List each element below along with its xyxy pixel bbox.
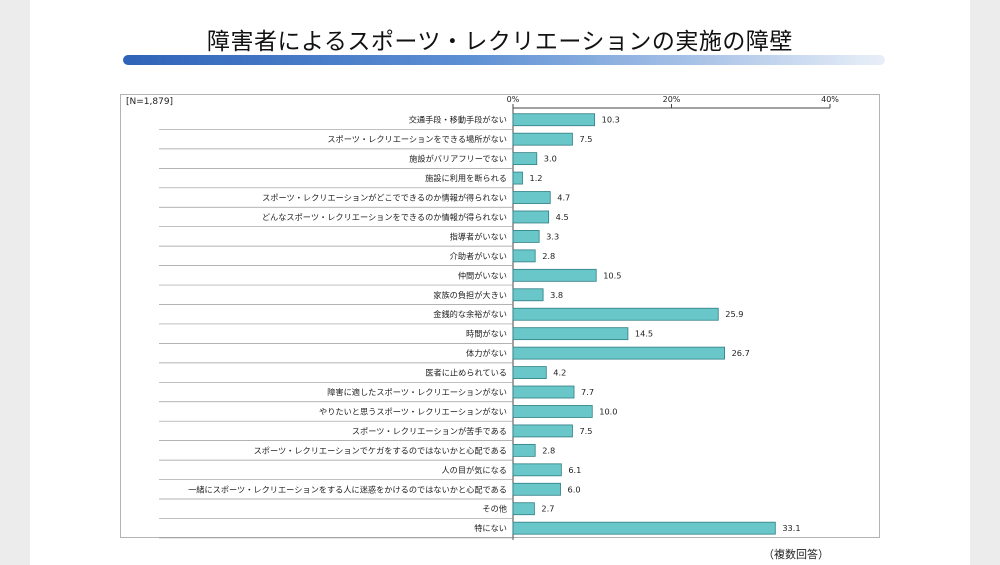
bar bbox=[512, 482, 561, 496]
value-label: 10.5 bbox=[603, 270, 621, 280]
value-label: 2.8 bbox=[542, 251, 555, 261]
x-tick-label: 0% bbox=[507, 95, 520, 104]
bar bbox=[512, 191, 551, 204]
category-label: スポーツ・レクリエーションが苦手である bbox=[352, 426, 507, 436]
bar bbox=[512, 210, 550, 224]
value-label: 26.7 bbox=[732, 348, 750, 358]
value-label: 1.2 bbox=[530, 173, 543, 183]
bar bbox=[512, 521, 776, 535]
bar bbox=[512, 249, 536, 263]
bar-chart: 0% 20% 40% 交通手段・移動手段がない 10.3 スポーツ・レクリエーションをでき… bbox=[159, 95, 839, 540]
value-label: 7.5 bbox=[579, 426, 592, 436]
x-tick-label: 20% bbox=[663, 95, 681, 104]
title-underline-bar bbox=[123, 55, 885, 65]
category-label: 家族の負担が大きい bbox=[433, 290, 507, 300]
bar bbox=[512, 327, 629, 341]
value-label: 3.8 bbox=[550, 290, 563, 300]
slide: 障害者によるスポーツ・レクリエーションの実施の障壁 [N=1,879] （複数回… bbox=[30, 0, 970, 565]
value-label: 14.5 bbox=[635, 329, 653, 339]
category-label: 特にない bbox=[474, 523, 507, 533]
bar bbox=[512, 307, 719, 321]
multiple-answer-note: （複数回答） bbox=[763, 548, 829, 561]
value-label: 2.8 bbox=[542, 445, 555, 455]
bar bbox=[512, 346, 725, 360]
category-label: スポーツ・レクリエーションがどこでできるのか情報が得られない bbox=[262, 193, 507, 203]
value-label: 3.0 bbox=[544, 154, 557, 164]
category-label: 金銭的な余裕がない bbox=[433, 309, 507, 319]
category-label: スポーツ・レクリエーションでケガをするのではないかと心配である bbox=[254, 445, 507, 455]
value-label: 7.5 bbox=[579, 134, 592, 144]
category-label: 一緒にスポーツ・レクリエーションをする人に迷惑をかけるのではないかと心配である bbox=[188, 484, 507, 494]
value-label: 6.0 bbox=[568, 484, 581, 494]
bar bbox=[512, 132, 573, 146]
category-label: その他 bbox=[482, 504, 507, 514]
sample-size-label: [N=1,879] bbox=[126, 97, 174, 107]
bar bbox=[512, 463, 562, 477]
category-label: 交通手段・移動手段がない bbox=[409, 115, 507, 125]
category-label: 医者に止められている bbox=[425, 368, 507, 378]
category-label: 仲間がいない bbox=[458, 270, 507, 280]
bar bbox=[512, 443, 536, 457]
bar bbox=[512, 366, 547, 379]
category-label: 人の目が気になる bbox=[441, 465, 507, 475]
value-label: 25.9 bbox=[725, 309, 743, 319]
bar bbox=[512, 385, 575, 399]
category-label: 施設がバリアフリーでない bbox=[409, 154, 507, 164]
category-label: 指導者がいない bbox=[450, 231, 507, 241]
value-label: 10.3 bbox=[602, 115, 620, 125]
bar bbox=[512, 230, 540, 243]
bar bbox=[512, 405, 593, 418]
bar bbox=[512, 424, 573, 438]
category-label: 施設に利用を断られる bbox=[425, 173, 507, 183]
bar bbox=[512, 502, 535, 516]
category-label: 障害に適したスポーツ・レクリエーションがない bbox=[327, 387, 507, 397]
category-label: 介助者がいない bbox=[450, 251, 507, 261]
bar bbox=[512, 288, 544, 302]
value-label: 2.7 bbox=[541, 504, 554, 514]
value-label: 10.0 bbox=[599, 406, 617, 416]
value-label: 4.2 bbox=[553, 368, 566, 378]
category-label: どんなスポーツ・レクリエーションをできるのか情報が得られない bbox=[262, 212, 507, 222]
bar bbox=[512, 268, 597, 282]
x-tick-label: 40% bbox=[821, 95, 839, 104]
category-label: 時間がない bbox=[466, 329, 507, 339]
value-label: 7.7 bbox=[581, 387, 594, 397]
value-label: 33.1 bbox=[782, 523, 800, 533]
category-label: スポーツ・レクリエーションをできる場所がない bbox=[327, 134, 507, 144]
page-title: 障害者によるスポーツ・レクリエーションの実施の障壁 bbox=[207, 29, 793, 55]
value-label: 3.3 bbox=[546, 231, 559, 241]
category-label: やりたいと思うスポーツ・レクリエーションがない bbox=[319, 406, 507, 416]
bar bbox=[512, 113, 596, 127]
bar bbox=[512, 152, 538, 166]
bar bbox=[512, 171, 523, 185]
value-label: 4.5 bbox=[556, 212, 569, 222]
value-label: 4.7 bbox=[557, 193, 570, 203]
value-label: 6.1 bbox=[568, 465, 581, 475]
category-label: 体力がない bbox=[466, 348, 507, 358]
